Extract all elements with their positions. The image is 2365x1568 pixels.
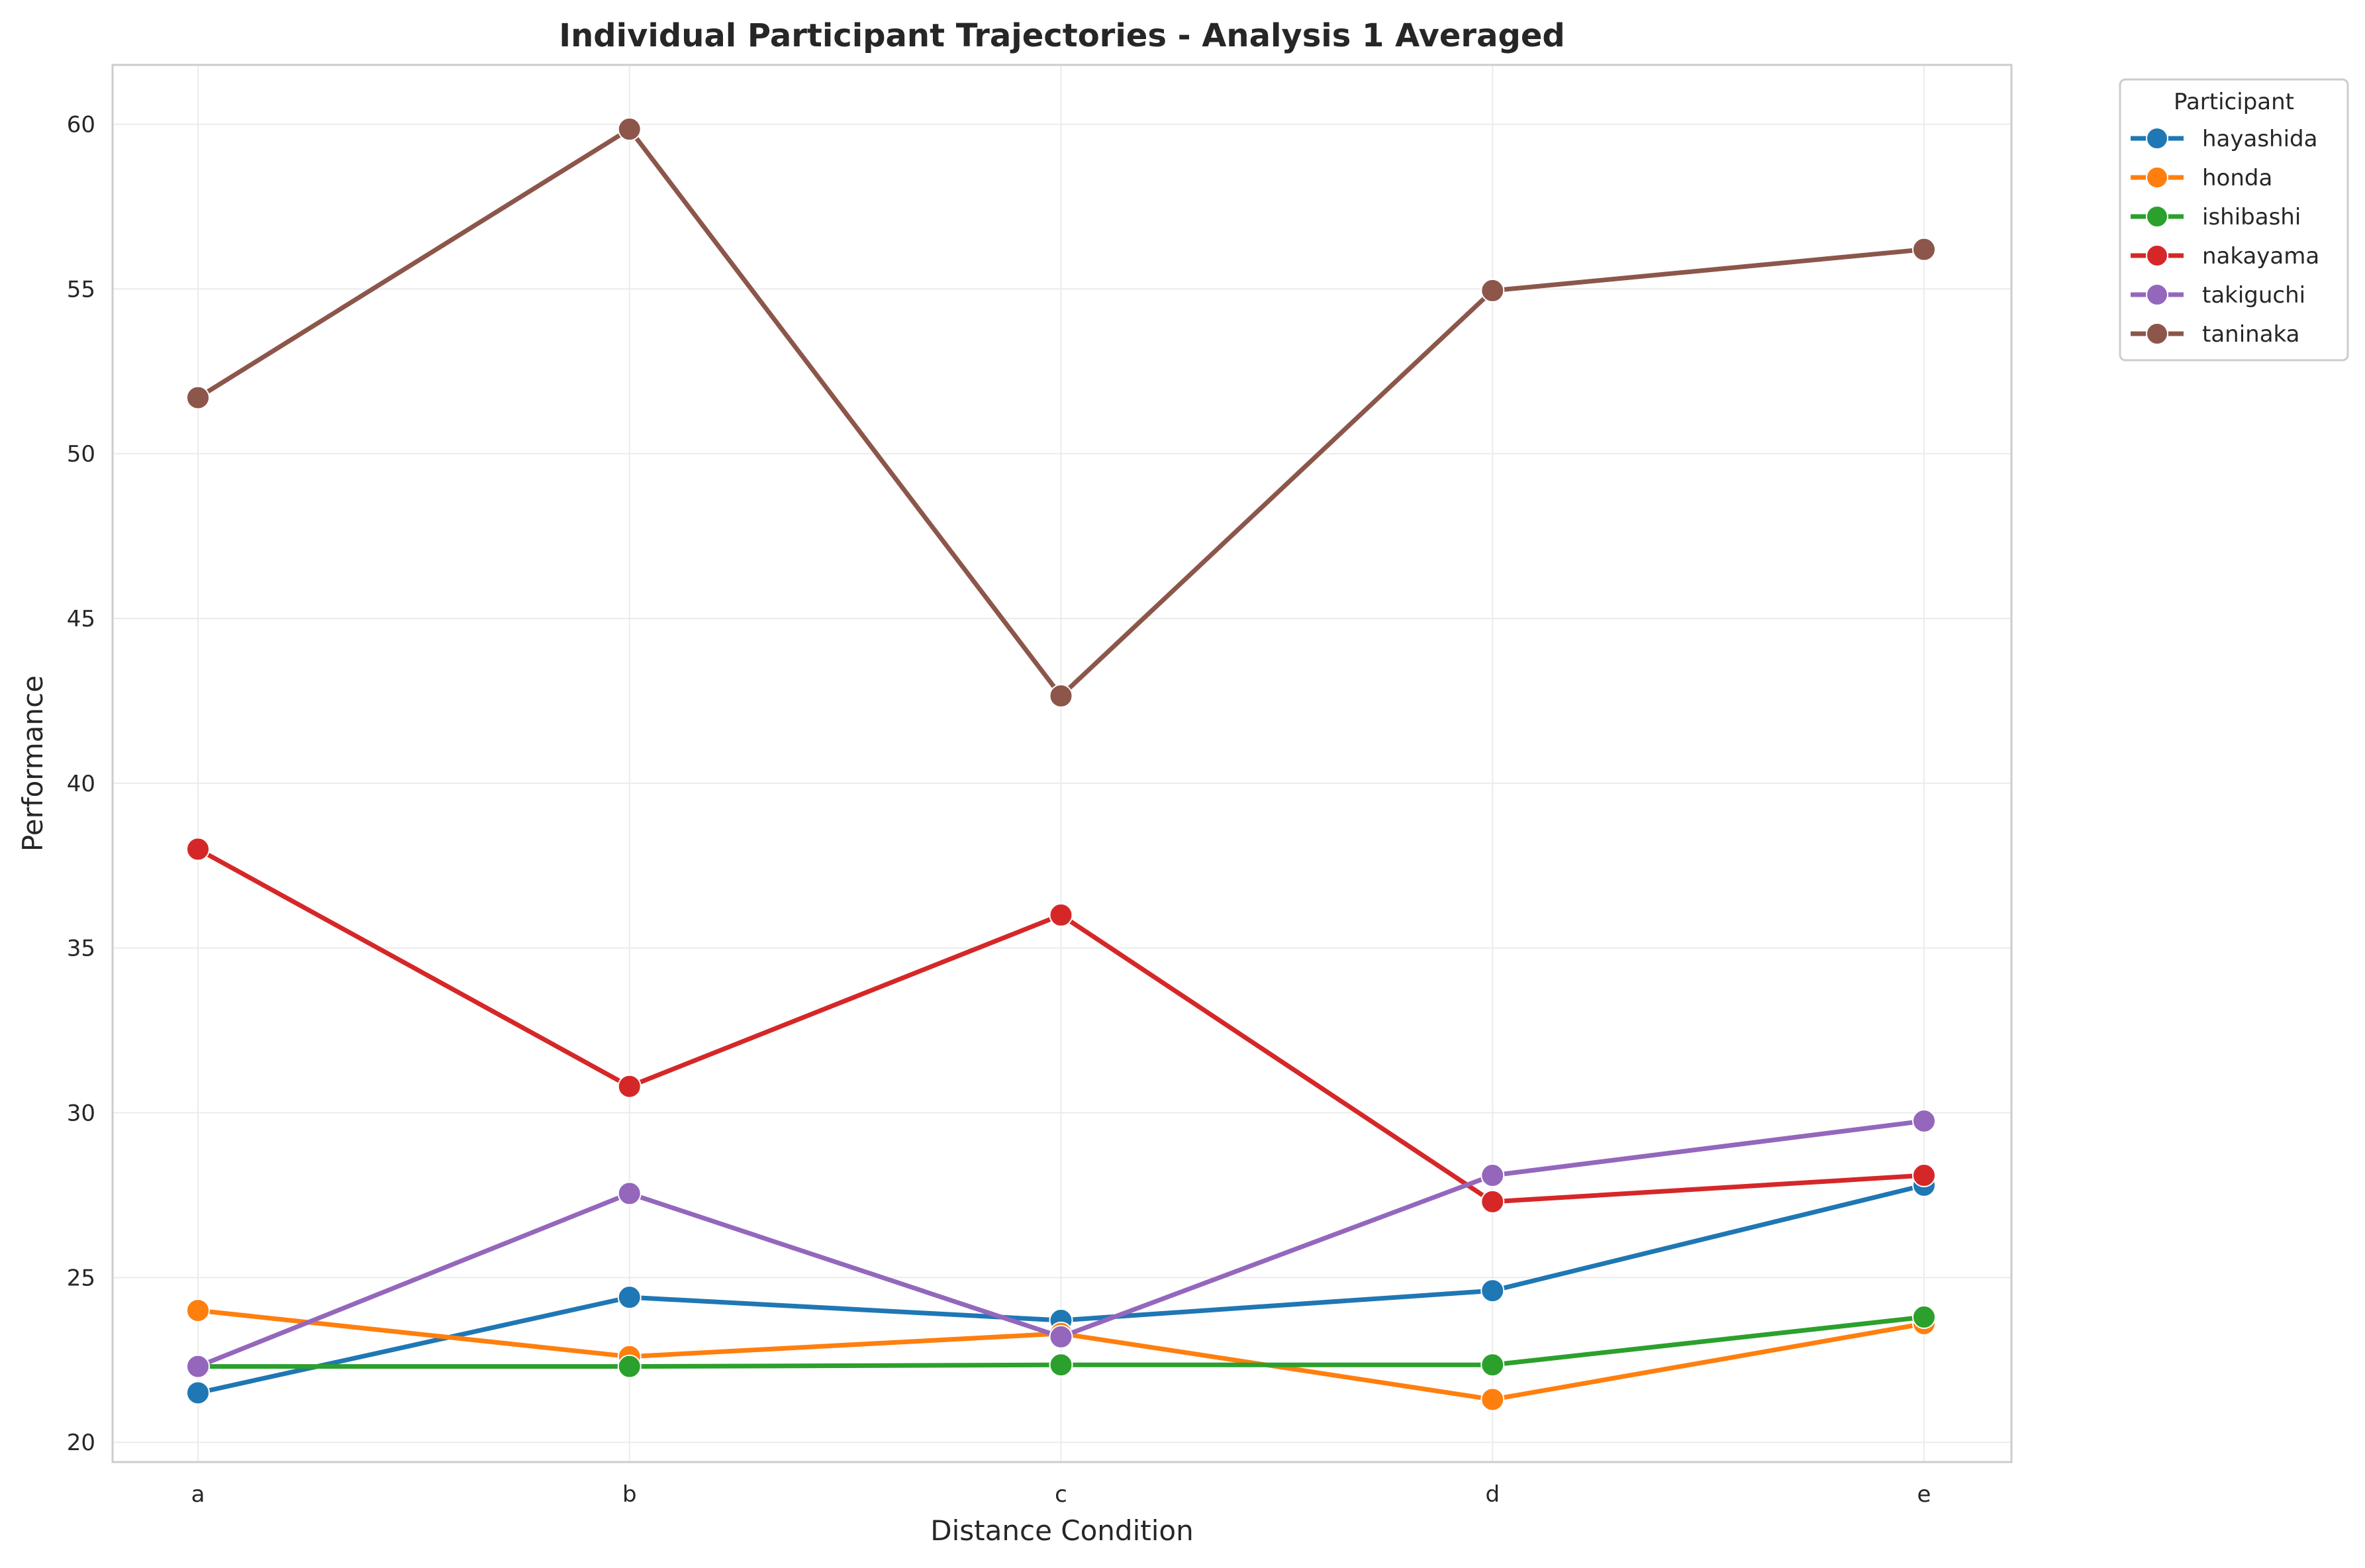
data-point	[186, 385, 210, 410]
x-tick-label: c	[1055, 1481, 1067, 1508]
x-tick-label: e	[1917, 1481, 1931, 1508]
y-tick-label: 30	[67, 1101, 95, 1127]
x-tick-label: d	[1485, 1481, 1500, 1508]
x-tick-label: a	[191, 1481, 205, 1508]
legend-label: ishibashi	[2202, 204, 2301, 230]
data-point	[1480, 1189, 1505, 1214]
data-point	[1049, 903, 1073, 927]
y-tick-label: 35	[67, 936, 95, 962]
legend-item: ishibashi	[2131, 204, 2301, 230]
legend-marker	[2146, 244, 2168, 267]
y-tick-label: 60	[67, 112, 95, 138]
series-taninaka	[186, 117, 1936, 708]
y-tick-labels: 20 25 30 35 40 45 50 55 60	[67, 112, 95, 1457]
data-point	[186, 1381, 210, 1405]
legend-label: taninaka	[2202, 321, 2299, 348]
y-tick-label: 50	[67, 441, 95, 467]
legend-marker	[2146, 322, 2168, 345]
data-point	[186, 1298, 210, 1323]
legend-item: takiguchi	[2131, 282, 2305, 309]
legend: Participant hayashida honda ishibashi nakay…	[2119, 78, 2349, 362]
legend-box	[2119, 78, 2349, 362]
data-point	[617, 1074, 642, 1099]
y-tick-label: 25	[67, 1265, 95, 1291]
legend-label: nakayama	[2202, 243, 2319, 270]
series-ishibashi	[186, 1305, 1936, 1379]
legend-marker	[2146, 283, 2168, 306]
legend-item: nakayama	[2131, 243, 2319, 270]
data-point	[617, 1354, 642, 1379]
data-point	[1480, 1353, 1505, 1377]
data-point	[1912, 1163, 1936, 1188]
y-tick-label: 45	[67, 606, 95, 632]
chart-title: Individual Participant Trajectories - An…	[559, 17, 1565, 54]
x-tick-labels: a b c d e	[191, 1481, 1931, 1508]
series-nakayama	[186, 837, 1936, 1214]
data-point	[186, 837, 210, 861]
data-point	[1049, 1324, 1073, 1349]
data-point	[1480, 278, 1505, 303]
data-point	[1912, 1305, 1936, 1330]
legend-items: hayashida honda ishibashi nakayama takiguchi…	[2131, 126, 2319, 348]
plot-background	[113, 65, 2011, 1462]
legend-label: takiguchi	[2202, 282, 2305, 309]
data-point	[1049, 1353, 1073, 1377]
legend-marker	[2146, 127, 2168, 150]
data-point	[186, 1354, 210, 1379]
legend-marker	[2146, 205, 2168, 228]
legend-marker	[2146, 166, 2168, 189]
series-takiguchi	[186, 1108, 1936, 1379]
data-point	[1480, 1279, 1505, 1303]
plot-frame	[111, 64, 2013, 1463]
plot-area	[111, 64, 2013, 1463]
legend-label: hayashida	[2202, 126, 2317, 152]
legend-item: honda	[2131, 165, 2272, 191]
legend-label: honda	[2202, 165, 2272, 191]
data-point	[617, 1285, 642, 1310]
data-point	[1480, 1163, 1505, 1188]
y-tick-label: 55	[67, 276, 95, 303]
legend-title: Participant	[2174, 89, 2294, 115]
x-tick-label: b	[622, 1481, 637, 1508]
x-axis-label: Distance Condition	[930, 1514, 1193, 1547]
data-point	[1480, 1387, 1505, 1412]
legend-item: taninaka	[2131, 321, 2299, 348]
data-point	[1049, 683, 1073, 708]
data-point	[617, 117, 642, 142]
data-point	[1912, 1108, 1936, 1133]
series-layer	[186, 117, 1936, 1412]
y-tick-label: 40	[67, 771, 95, 797]
legend-item: hayashida	[2131, 126, 2317, 152]
y-axis-label: Performance	[17, 675, 49, 852]
data-point	[1912, 237, 1936, 262]
y-tick-label: 20	[67, 1430, 95, 1456]
data-point	[617, 1181, 642, 1206]
